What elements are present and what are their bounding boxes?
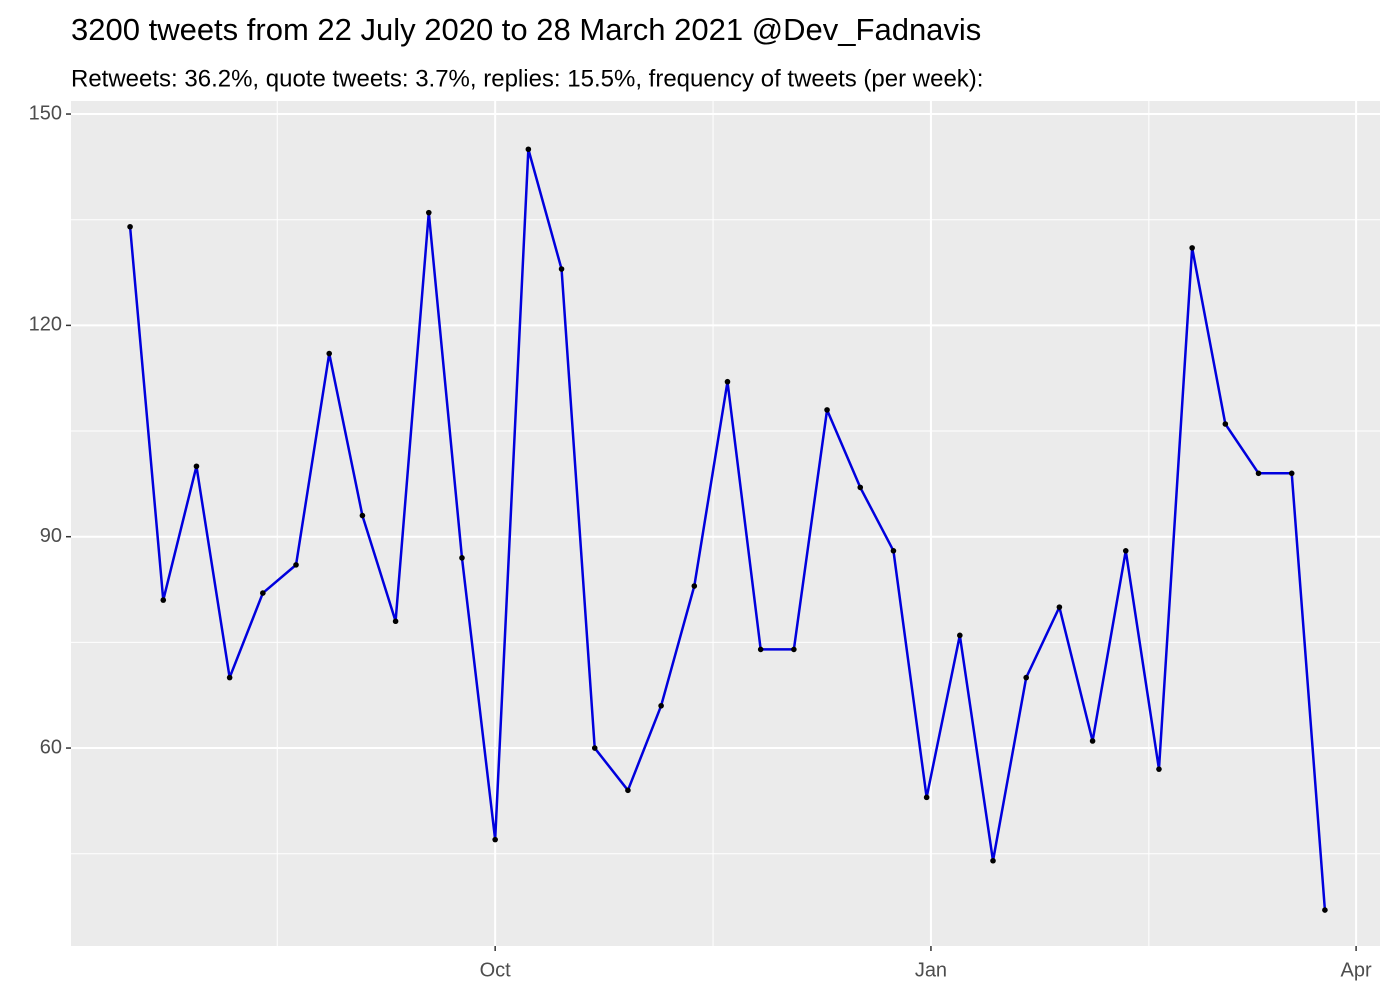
- point: [1023, 674, 1029, 681]
- point: [1255, 470, 1262, 477]
- point: [226, 674, 233, 681]
- point: [824, 407, 830, 413]
- y-tick-label: 60: [40, 736, 62, 758]
- point: [558, 266, 565, 272]
- point: [923, 794, 930, 801]
- point: [990, 857, 996, 864]
- point: [857, 484, 864, 491]
- point: [890, 547, 897, 554]
- point: [160, 597, 167, 603]
- point: [757, 646, 764, 653]
- point: [260, 590, 266, 596]
- point: [1056, 604, 1063, 610]
- point: [691, 583, 698, 589]
- chart-title: 3200 tweets from 22 July 2020 to 28 Marc…: [71, 12, 981, 47]
- y-tick-label: 120: [29, 314, 62, 336]
- point: [425, 209, 432, 216]
- plot-panel: [71, 101, 1380, 946]
- point: [193, 463, 200, 470]
- point: [658, 702, 664, 709]
- point: [1156, 766, 1162, 772]
- point: [293, 562, 299, 568]
- point: [1322, 907, 1328, 913]
- point: [591, 745, 598, 751]
- x-tick-label: Apr: [1341, 959, 1372, 981]
- point: [1222, 421, 1229, 427]
- point: [1122, 547, 1129, 554]
- y-tick-label: 90: [40, 525, 62, 547]
- point: [791, 646, 797, 653]
- point: [359, 512, 366, 519]
- x-tick-label: Oct: [480, 959, 512, 981]
- point: [392, 618, 399, 625]
- point: [957, 632, 963, 639]
- point: [127, 223, 133, 230]
- point: [459, 555, 465, 561]
- point: [625, 787, 631, 794]
- point: [724, 378, 731, 385]
- x-tick-label: Jan: [915, 959, 947, 981]
- point: [1288, 470, 1295, 477]
- y-tick-label: 150: [29, 102, 62, 124]
- chart-subtitle: Retweets: 36.2%, quote tweets: 3.7%, rep…: [71, 65, 983, 92]
- point: [1189, 245, 1195, 251]
- point: [525, 146, 532, 153]
- point: [1089, 738, 1096, 744]
- point: [492, 836, 498, 843]
- point: [326, 350, 333, 357]
